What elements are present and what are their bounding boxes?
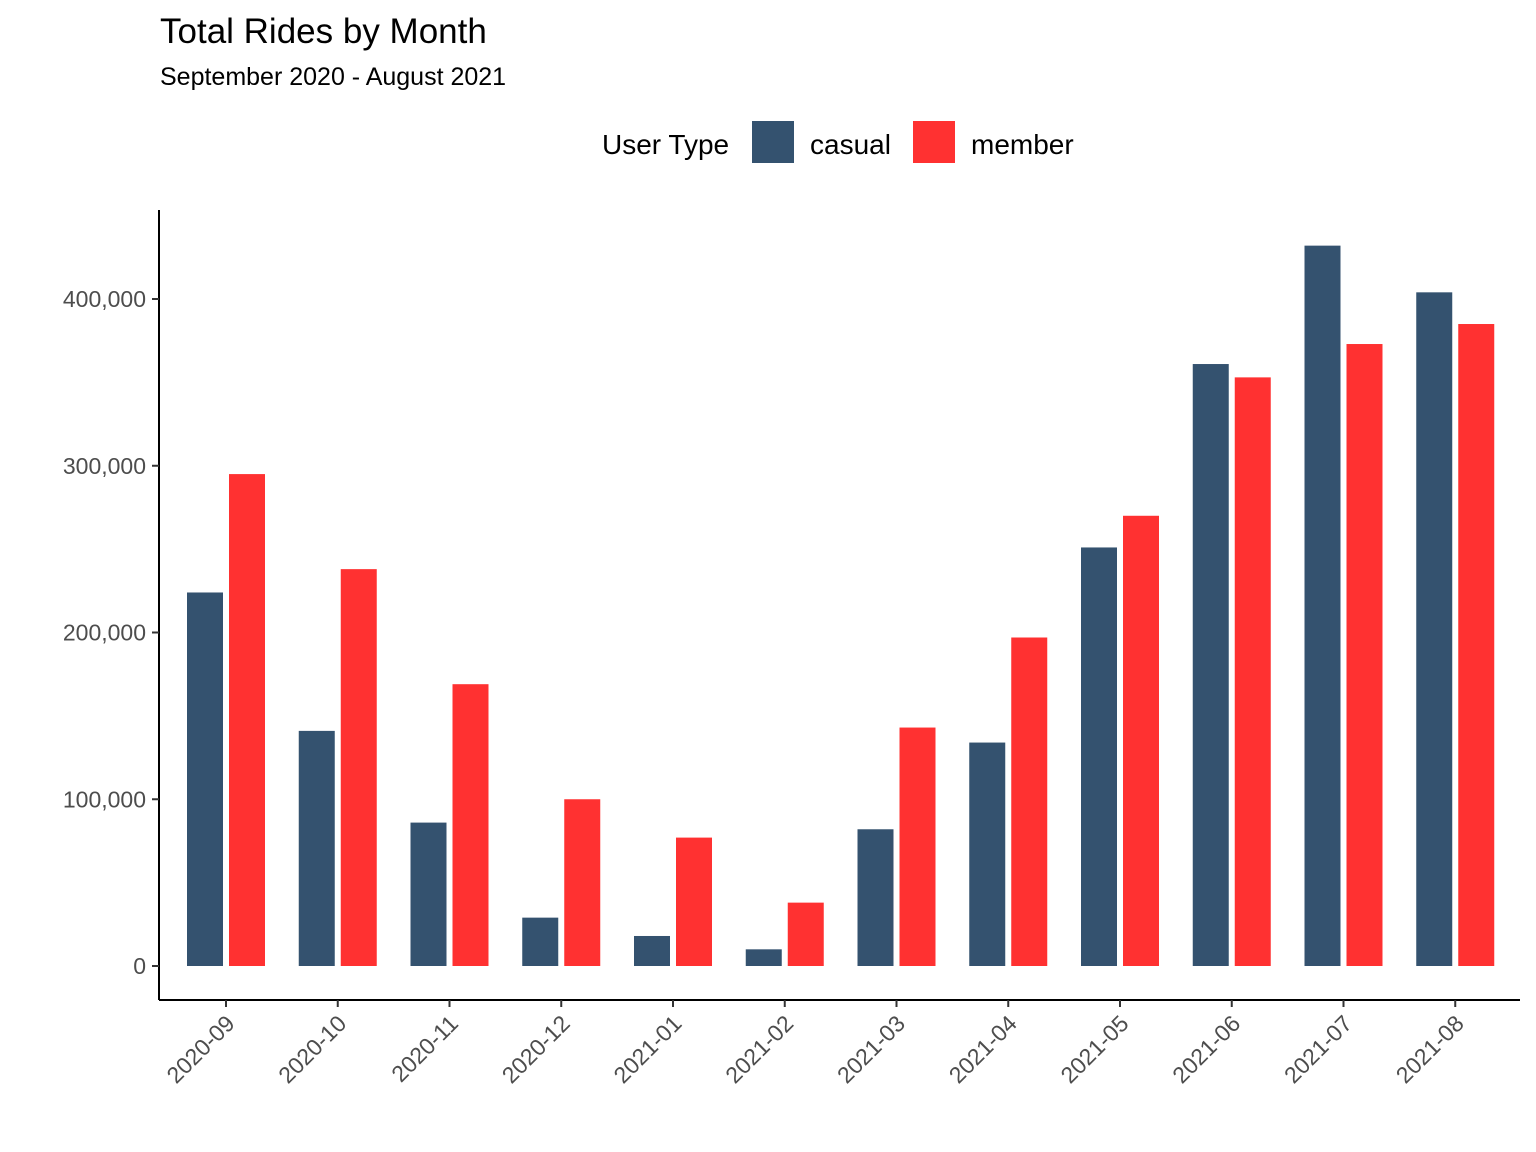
bar-casual-2021-06 [1192, 364, 1229, 967]
legend: User Type casual member [602, 121, 1074, 163]
bar-casual-2021-02 [745, 949, 782, 966]
bar-member-2021-04 [1011, 637, 1048, 966]
x-tick-label: 2021-04 [944, 1010, 1022, 1088]
x-tick-label: 2021-07 [1279, 1010, 1357, 1088]
bar-casual-2021-04 [969, 742, 1006, 966]
x-tick-label: 2020-11 [386, 1010, 463, 1087]
legend-label-member: member [971, 129, 1074, 160]
bar-casual-2021-08 [1416, 292, 1453, 967]
x-tick-label: 2020-10 [273, 1010, 351, 1088]
chart-subtitle: September 2020 - August 2021 [160, 63, 506, 91]
x-tick-label: 2021-08 [1391, 1010, 1469, 1088]
y-axis: 0 100,000 200,000 300,000 400,000 [63, 210, 160, 1000]
bars-layer [187, 245, 1495, 967]
y-tick-label: 100,000 [63, 786, 146, 812]
y-tick-label: 400,000 [63, 286, 146, 312]
bar-member-2021-06 [1234, 377, 1271, 966]
x-tick-label: 2021-03 [832, 1010, 910, 1088]
y-tick-label: 200,000 [63, 620, 146, 646]
bar-member-2021-07 [1346, 344, 1383, 967]
x-tick-label: 2021-01 [608, 1010, 686, 1088]
bar-member-2021-02 [787, 902, 824, 966]
x-tick-label: 2021-02 [720, 1010, 798, 1088]
bar-member-2021-01 [676, 837, 712, 966]
y-tick-label: 0 [133, 953, 146, 979]
x-tick-label: 2021-06 [1167, 1010, 1245, 1088]
legend-label-casual: casual [810, 129, 891, 160]
bar-casual-2020-10 [298, 730, 335, 966]
chart-title: Total Rides by Month [160, 12, 487, 51]
bar-casual-2021-05 [1081, 547, 1117, 966]
bar-casual-2021-07 [1304, 245, 1341, 966]
bar-casual-2020-12 [522, 917, 559, 966]
legend-swatch-casual [752, 121, 794, 163]
bar-member-2021-03 [899, 727, 936, 966]
x-tick-label: 2020-09 [161, 1010, 239, 1088]
x-tick-label: 2021-05 [1055, 1010, 1133, 1088]
bar-member-2021-05 [1123, 515, 1159, 966]
legend-swatch-member [913, 121, 955, 163]
legend-title: User Type [602, 129, 729, 160]
bar-member-2020-11 [452, 684, 489, 966]
x-tick-label: 2020-12 [497, 1010, 575, 1088]
x-axis: 2020-09 2020-10 2020-11 2020-12 2021-01 2021-… [159, 999, 1520, 1088]
bar-casual-2021-03 [857, 829, 894, 966]
bar-member-2020-12 [564, 799, 601, 966]
bar-casual-2020-09 [187, 592, 223, 966]
y-tick-label: 300,000 [63, 453, 146, 479]
bar-member-2020-10 [340, 569, 377, 966]
bar-member-2020-09 [229, 474, 265, 966]
bar-member-2021-08 [1458, 324, 1495, 966]
bar-casual-2020-11 [410, 822, 447, 966]
bar-casual-2021-01 [634, 935, 670, 966]
